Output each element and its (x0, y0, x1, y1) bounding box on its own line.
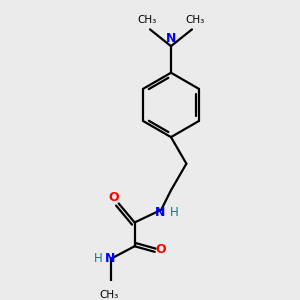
Text: CH₃: CH₃ (100, 290, 119, 300)
Text: O: O (108, 191, 119, 204)
Text: N: N (105, 252, 115, 265)
Text: H: H (170, 206, 178, 219)
Text: CH₃: CH₃ (185, 15, 204, 25)
Text: CH₃: CH₃ (138, 15, 157, 25)
Text: H: H (94, 252, 102, 265)
Text: N: N (166, 32, 176, 45)
Text: O: O (156, 243, 166, 256)
Text: N: N (154, 206, 165, 219)
